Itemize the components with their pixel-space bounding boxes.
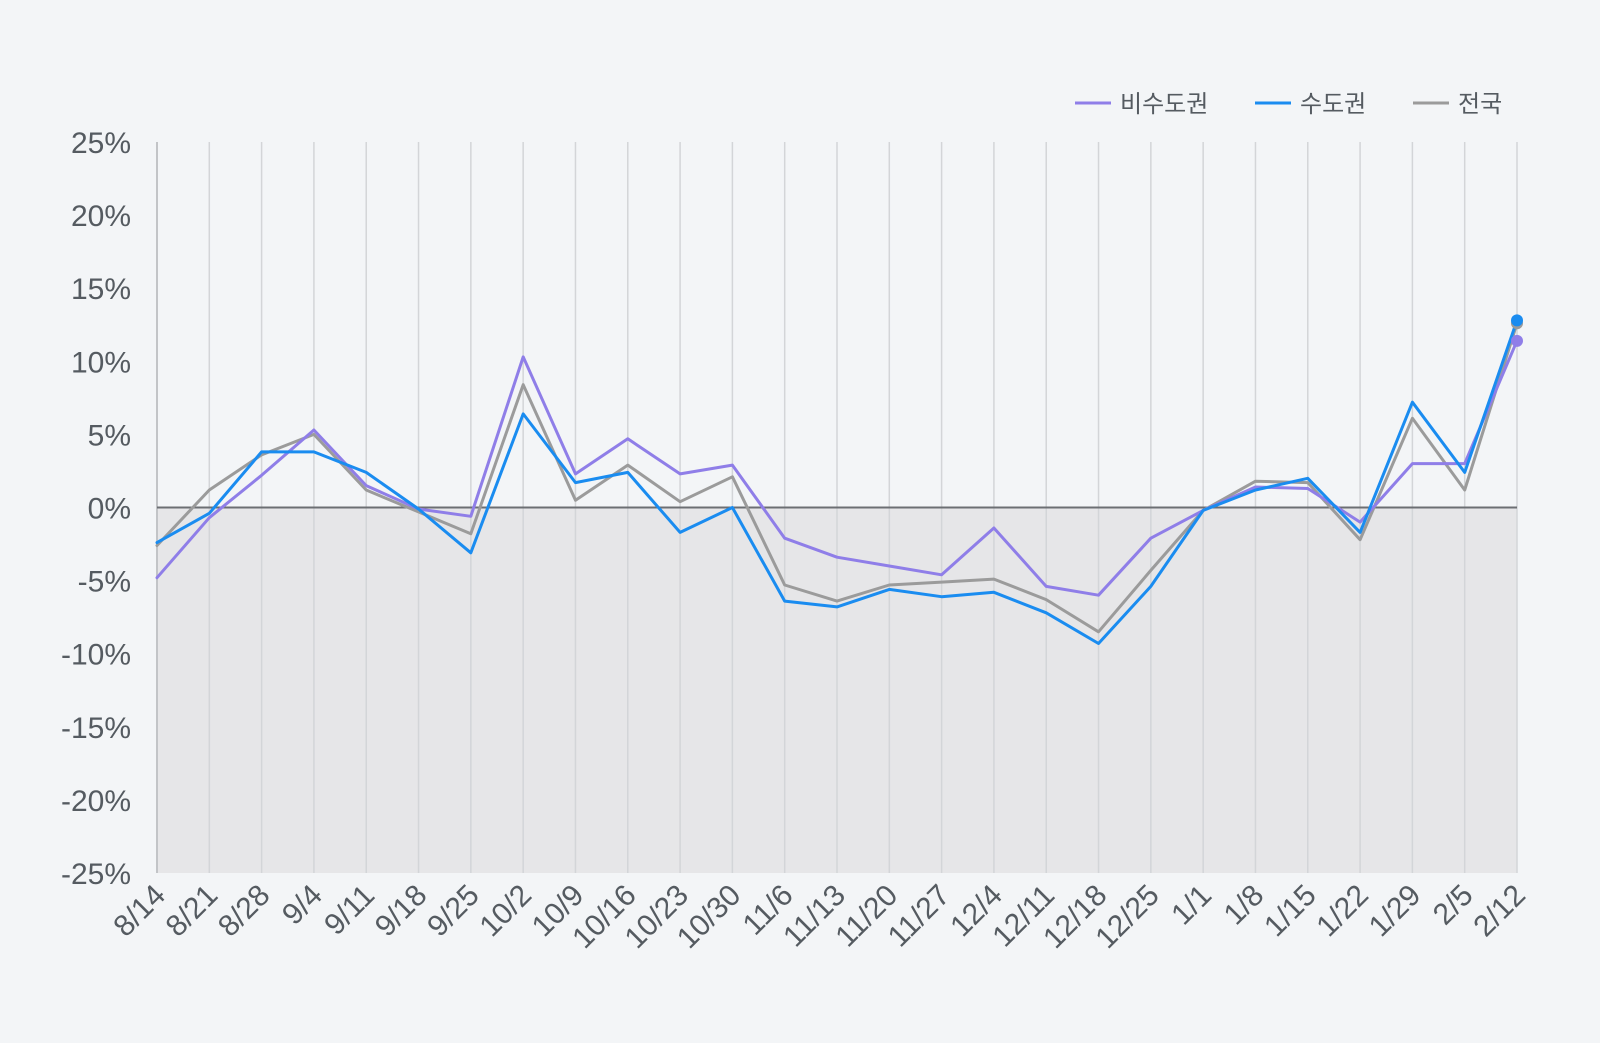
x-tick-label: 10/2 — [473, 879, 538, 944]
y-tick-label: -20% — [61, 785, 131, 818]
y-tick-label: 25% — [71, 127, 131, 160]
x-tick-label: 8/28 — [212, 879, 277, 944]
x-tick-label: 1/22 — [1310, 879, 1375, 944]
x-tick-label: 9/4 — [276, 879, 329, 932]
x-tick-label: 2/12 — [1467, 879, 1532, 944]
x-axis-labels: 8/148/218/28 9/49/119/189/2510/210/910/16… — [107, 879, 1532, 955]
y-tick-label: 5% — [88, 419, 131, 452]
y-tick-label: -15% — [61, 712, 131, 745]
legend-label: 비수도권 — [1120, 90, 1208, 118]
x-tick-label: 9/25 — [421, 879, 486, 944]
y-tick-label: -5% — [78, 566, 131, 599]
x-tick-label: 9/18 — [369, 879, 434, 944]
x-tick-label: 1/29 — [1363, 879, 1428, 944]
y-tick-label: 10% — [71, 346, 131, 379]
x-tick-label: 11/27 — [882, 879, 957, 954]
x-tick-label: 8/21 — [160, 879, 225, 944]
x-tick-label: 1/1 — [1165, 879, 1218, 932]
y-tick-label: 20% — [71, 200, 131, 233]
legend-item[interactable]: 전국 — [1413, 90, 1502, 118]
series-end-point[interactable] — [1511, 334, 1523, 347]
legend-item[interactable]: 비수도권 — [1075, 90, 1208, 118]
grid-lines — [156, 142, 1518, 873]
legend-item[interactable]: 수도권 — [1255, 90, 1366, 118]
x-tick-label: 9/11 — [318, 879, 381, 942]
legend-label: 수도권 — [1300, 90, 1366, 118]
series-end-point[interactable] — [1511, 314, 1523, 327]
legend: 비수도권 수도권 전국 — [1075, 90, 1502, 118]
x-tick-label: 1/15 — [1258, 879, 1323, 944]
legend-label: 전국 — [1458, 90, 1502, 118]
series-line — [155, 318, 1519, 645]
series-lines — [155, 314, 1523, 645]
y-tick-label: 0% — [88, 493, 131, 526]
series-line — [155, 339, 1519, 597]
y-tick-label: 15% — [71, 273, 131, 306]
y-tick-label: -25% — [61, 858, 131, 891]
y-tick-label: -10% — [61, 639, 131, 672]
y-axis-labels: 25% 20% 15% 10% 5% 0% -5% -10% -15% -20% -25% — [61, 127, 131, 891]
